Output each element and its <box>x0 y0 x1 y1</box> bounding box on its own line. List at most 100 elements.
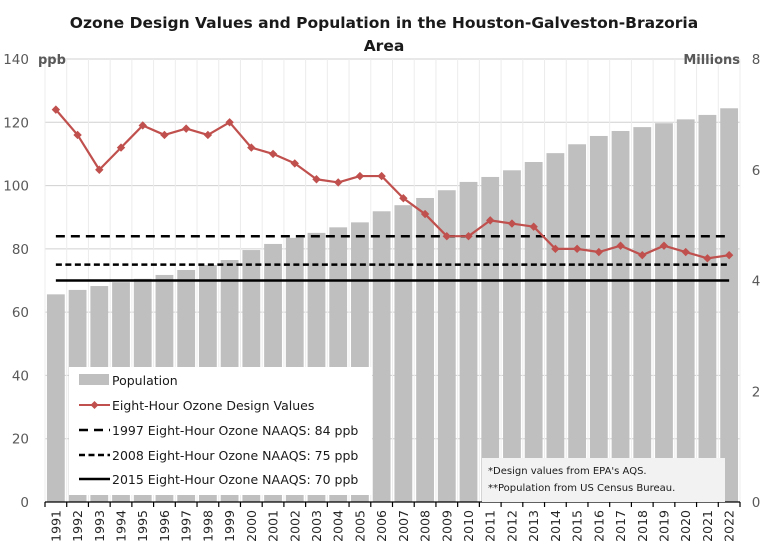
source-note-box <box>482 458 725 502</box>
ozone-line-series <box>51 105 734 263</box>
ozone-point <box>312 175 321 184</box>
x-tick-label: 2014 <box>548 510 563 542</box>
right-y-tick-label: 4 <box>752 274 761 290</box>
ozone-point <box>225 118 234 127</box>
ozone-point <box>95 165 104 174</box>
ozone-point <box>268 149 278 159</box>
left-y-tick-label: 100 <box>3 179 29 195</box>
ozone-point <box>399 194 408 203</box>
ozone-point <box>659 241 669 250</box>
population-bar <box>655 123 673 503</box>
ozone-point <box>290 159 299 168</box>
x-tick-label: 1998 <box>200 510 215 542</box>
ozone-point <box>377 171 386 181</box>
ozone-point <box>572 244 582 254</box>
ozone-point <box>442 232 451 241</box>
ozone-point <box>247 143 256 152</box>
ozone-point <box>464 232 473 241</box>
population-bar <box>481 176 500 503</box>
legend-label-2015-naaqs: 2015 Eight-Hour Ozone NAAQS: 70 ppb <box>112 472 358 487</box>
x-tick-label: 2011 <box>483 510 498 542</box>
ozone-point <box>551 244 560 254</box>
source-note: *Design values from EPA's AQS. **Populat… <box>482 458 725 502</box>
population-bar <box>524 161 543 502</box>
x-tick-label: 2001 <box>266 510 281 542</box>
right-axis-unit: Millions <box>683 53 740 68</box>
chart-title-line-1: Ozone Design Values and Population in th… <box>70 14 698 32</box>
population-bar <box>394 205 413 502</box>
population-bar <box>46 294 65 502</box>
x-tick-label: 2005 <box>352 510 367 542</box>
x-tick-label: 2019 <box>656 510 671 542</box>
legend-swatch-population <box>79 374 109 385</box>
left-y-tick-label: 0 <box>20 495 29 511</box>
legend-label-ozone: Eight-Hour Ozone Design Values <box>112 398 314 413</box>
ozone-point <box>529 222 538 231</box>
legend-box <box>69 367 372 495</box>
x-tick-label: 2015 <box>570 510 585 542</box>
ozone-point <box>334 178 343 187</box>
ozone-point <box>638 250 647 260</box>
population-bar <box>698 114 717 503</box>
x-tick-label: 1995 <box>135 510 150 542</box>
population-bar <box>503 170 521 502</box>
population-bar <box>676 119 695 502</box>
right-y-tick-label: 8 <box>752 52 761 68</box>
ozone-point <box>724 250 734 260</box>
x-tick-label: 2021 <box>700 510 715 542</box>
legend-label-1997-naaqs: 1997 Eight-Hour Ozone NAAQS: 84 ppb <box>112 423 358 438</box>
x-tick-label: 1991 <box>48 510 63 542</box>
x-tick-label: 2000 <box>244 510 259 542</box>
ozone-line <box>55 108 730 260</box>
x-tick-label: 2006 <box>374 510 389 542</box>
left-y-tick-label: 140 <box>3 52 29 68</box>
population-bar <box>437 190 456 502</box>
naaqs-lines <box>55 234 730 282</box>
ozone-point <box>420 209 430 219</box>
x-tick-label: 1994 <box>114 510 129 542</box>
right-y-tick-label: 6 <box>752 163 761 179</box>
ozone-point <box>73 130 82 140</box>
legend-diamond-marker-icon <box>90 401 99 409</box>
chart-title-line-2: Area <box>364 37 405 55</box>
source-note-line-2: **Population from US Census Bureau. <box>488 483 675 494</box>
x-tick-label: 2020 <box>678 510 693 542</box>
left-y-tick-label: 20 <box>12 432 29 448</box>
population-bar <box>611 130 630 503</box>
ozone-point <box>507 219 517 228</box>
axes: 1991 1992 1993 1994 1995 1996 1997 1998 1999 2000… <box>3 52 760 542</box>
population-bar <box>459 181 478 502</box>
x-tick-label: 2016 <box>591 510 606 542</box>
ozone-point <box>116 143 126 152</box>
x-tick-label: 2018 <box>635 510 650 542</box>
population-bar <box>633 127 652 502</box>
left-axis-unit: ppb <box>38 53 66 68</box>
ozone-point <box>355 171 365 181</box>
source-note-line-1: *Design values from EPA's AQS. <box>488 466 647 477</box>
ozone-point <box>681 247 690 257</box>
left-y-tick-label: 60 <box>12 305 29 321</box>
ozone-point <box>181 124 191 133</box>
legend: Population Eight-Hour Ozone Design Value… <box>69 367 372 495</box>
right-y-tick-label: 0 <box>752 495 761 511</box>
legend-label-2008-naaqs: 2008 Eight-Hour Ozone NAAQS: 75 ppb <box>112 448 358 463</box>
ozone-point <box>203 130 213 140</box>
population-bar <box>720 108 739 502</box>
ozone-point <box>160 130 169 140</box>
x-tick-label: 1993 <box>92 510 107 542</box>
x-tick-label: 2009 <box>439 510 454 542</box>
ozone-point <box>138 121 147 130</box>
x-tick-label: 1997 <box>179 510 194 542</box>
x-tick-label: 2002 <box>287 510 302 542</box>
ozone-point <box>594 247 604 257</box>
ozone-point <box>486 216 495 225</box>
ozone-point <box>51 105 61 114</box>
population-bar <box>372 211 391 502</box>
ozone-point <box>616 241 625 250</box>
left-y-tick-label: 120 <box>3 115 29 131</box>
left-y-tick-label: 80 <box>12 242 29 258</box>
x-tick-label: 2012 <box>504 510 519 542</box>
x-tick-label: 1996 <box>157 510 172 542</box>
x-tick-label: 2007 <box>396 510 411 542</box>
